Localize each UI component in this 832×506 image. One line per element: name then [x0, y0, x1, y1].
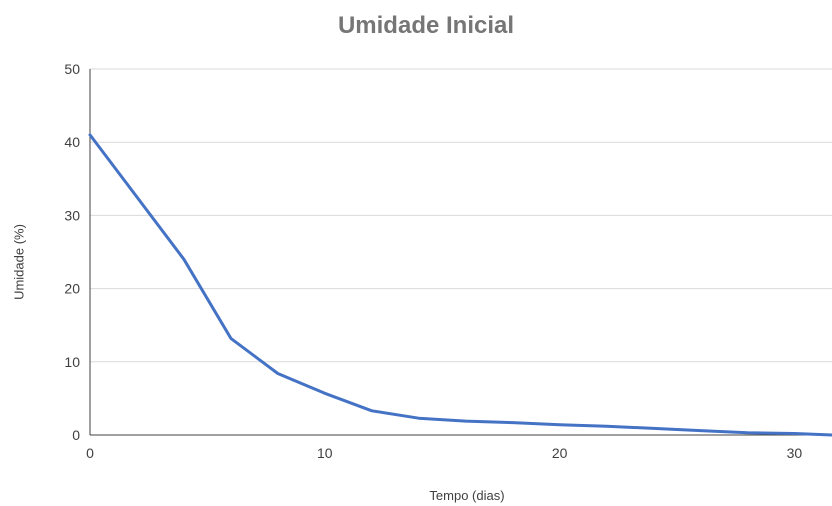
x-tick-label: 30 [787, 445, 803, 461]
y-tick-label: 10 [64, 354, 80, 370]
series-line [88, 133, 832, 437]
y-tick-label: 20 [64, 281, 80, 297]
y-tick-label: 0 [72, 427, 80, 443]
x-tick-label: 20 [552, 445, 568, 461]
y-tick-label: 50 [64, 61, 80, 77]
y-tick-label: 40 [64, 134, 80, 150]
x-tick-label: 0 [86, 445, 94, 461]
y-tick-label: 30 [64, 207, 80, 223]
chart-title: Umidade Inicial [337, 12, 515, 39]
x-tick-label: 10 [317, 445, 333, 461]
x-axis-label: Tempo (dias) [429, 488, 505, 503]
